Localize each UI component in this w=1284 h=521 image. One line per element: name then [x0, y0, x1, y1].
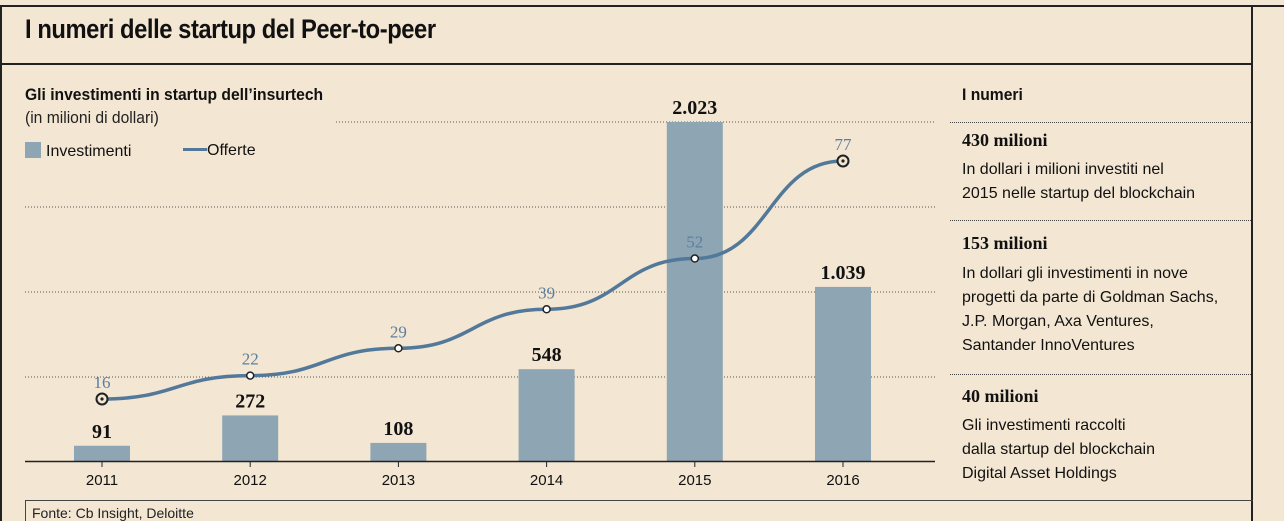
- stat-line: Gli investimenti raccolti: [962, 417, 1126, 434]
- offerte-point-marker: [690, 254, 700, 263]
- bar-value-label: 108: [383, 418, 413, 440]
- title-rule: [0, 63, 1253, 65]
- bar-2015: [666, 122, 723, 461]
- bar-2012: [222, 415, 279, 461]
- panel-heading: I numeri: [962, 85, 1023, 104]
- stat-line: dalla startup del blockchain: [962, 441, 1156, 458]
- source-note: Fonte: Cb Insight, Deloitte: [32, 505, 194, 521]
- legend-bar-swatch: [25, 142, 41, 158]
- offerte-value-label: 52: [686, 233, 703, 252]
- stat-value: 430 milioni: [962, 130, 1048, 150]
- x-tick-label: 2011: [86, 472, 118, 489]
- stat-description: Gli investimenti raccolti dalla startup …: [962, 414, 1252, 486]
- offerte-value-label: 16: [94, 373, 111, 392]
- offerte-point-marker: [394, 344, 403, 353]
- stat-line: In dollari gli investimenti in nove: [962, 265, 1188, 282]
- offerte-point-marker: [542, 305, 551, 314]
- legend-label-offerte: Offerte: [207, 142, 256, 159]
- chart-subtitle: (in milioni di dollari): [25, 108, 159, 127]
- stat-description: In dollari i milioni investiti nel 2015 …: [962, 158, 1252, 206]
- offerte-value-label: 29: [390, 322, 407, 341]
- offerte-series-line: [101, 159, 844, 401]
- legend-item-investimenti: Investimenti: [25, 142, 131, 162]
- bar-2016: [815, 286, 871, 461]
- bar-2011: [74, 445, 130, 461]
- frame-left-rule: [0, 5, 2, 521]
- stat-description: In dollari gli investimenti in nove prog…: [962, 262, 1252, 358]
- stat-line: 2015 nelle startup del blockchain: [962, 185, 1196, 202]
- stat-line: J.P. Morgan, Axa Ventures,: [962, 313, 1154, 330]
- bar-2013: [370, 442, 427, 461]
- legend-item-offerte: Offerte: [183, 142, 256, 162]
- offerte-point-center: [100, 397, 104, 401]
- stat-line: Digital Asset Holdings: [962, 465, 1117, 482]
- panel-divider: [950, 374, 1251, 375]
- footer-rule-vertical: [25, 500, 26, 521]
- panel-divider: [950, 122, 1251, 123]
- bar-value-label: 272: [235, 390, 265, 412]
- x-tick-label: 2014: [530, 472, 563, 489]
- stat-value: 153 milioni: [962, 233, 1048, 253]
- bar-value-label: 548: [532, 344, 562, 366]
- stat-line: In dollari i milioni investiti nel: [962, 161, 1164, 178]
- frame-top-rule: [0, 5, 1284, 7]
- bar-value-label: 1.039: [821, 262, 866, 284]
- offerte-value-label: 22: [242, 350, 259, 369]
- x-tick-label: 2012: [234, 472, 267, 489]
- chart-canvas: 91 272 108 548 2.023 1.039 2011 2012 2013 2014 201…: [25, 97, 935, 489]
- offerte-value-label: 39: [538, 283, 555, 302]
- bar-value-label: 2.023: [672, 97, 717, 119]
- footer-rule: [25, 500, 1253, 501]
- legend-line-swatch: [183, 148, 207, 151]
- offerte-value-label: 77: [835, 135, 853, 154]
- stat-value: 40 milioni: [962, 386, 1039, 406]
- frame-right-rule: [1251, 5, 1253, 521]
- page-title: I numeri delle startup del Peer-to-peer: [25, 14, 436, 44]
- bar-2014: [518, 369, 575, 461]
- x-tick-label: 2016: [826, 472, 859, 489]
- x-tick-label: 2015: [678, 472, 711, 489]
- stat-line: progetti da parte di Goldman Sachs,: [962, 289, 1219, 306]
- offerte-point-marker: [245, 371, 255, 380]
- bar-value-label: 91: [92, 421, 112, 443]
- x-tick-label: 2013: [382, 472, 415, 489]
- offerte-point-center: [841, 159, 845, 163]
- legend-label-investimenti: Investimenti: [46, 143, 132, 160]
- stat-line: Santander InnoVentures: [962, 337, 1135, 354]
- chart-title: Gli investimenti in startup dell’insurte…: [25, 85, 324, 104]
- panel-divider: [950, 220, 1251, 221]
